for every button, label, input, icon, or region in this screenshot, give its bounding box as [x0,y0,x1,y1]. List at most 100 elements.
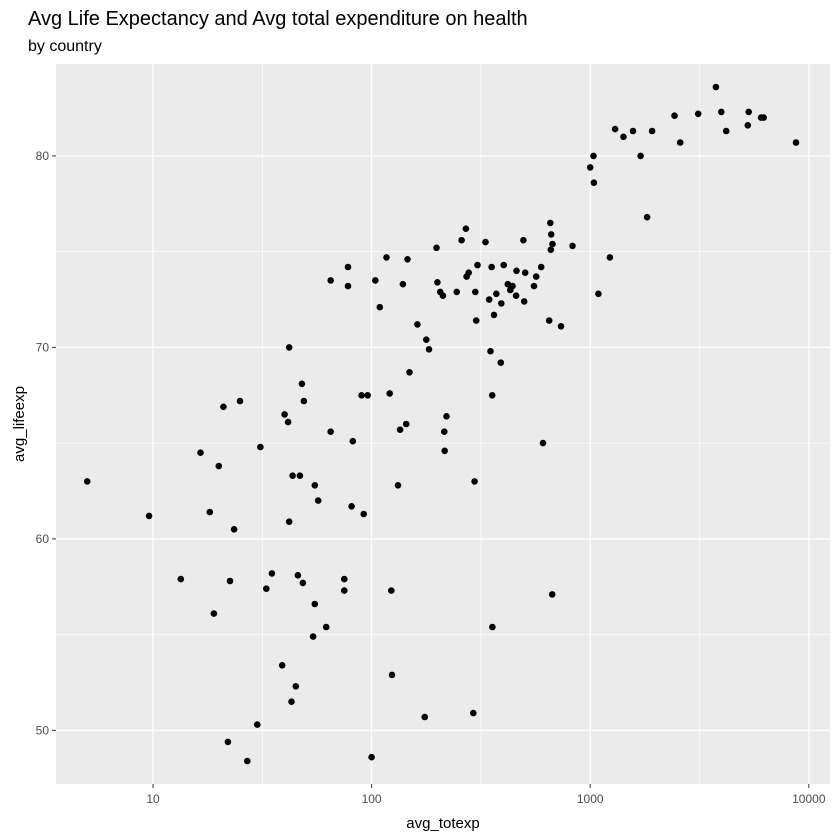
data-point [296,472,304,480]
data-point [488,263,495,271]
grid-lines [56,64,830,784]
data-point [792,139,800,146]
data-point [439,292,447,300]
data-point [488,392,496,399]
y-axis-ticks: 50 60 70 80 [36,149,56,737]
data-point [289,472,296,480]
data-point [299,579,307,587]
plot-panel [56,64,830,784]
data-point [83,478,91,485]
data-point [388,587,395,594]
data-point [327,428,335,436]
data-point [341,587,348,594]
data-point [423,336,430,344]
data-point [470,709,477,717]
data-point [210,610,218,617]
data-point [388,671,396,679]
data-point [512,292,520,300]
chart-title: Avg Life Expectancy and Avg total expend… [28,8,528,30]
data-point [676,139,684,146]
data-point [472,288,479,296]
data-point [421,713,429,721]
data-point [197,449,204,457]
data-point [314,497,322,504]
data-point [474,261,481,269]
data-points [83,83,800,765]
data-point [547,231,555,238]
data-point [226,577,234,585]
data-point [206,508,214,516]
data-point [745,108,752,116]
data-point [309,633,317,640]
data-point [441,428,448,436]
data-point [376,303,384,311]
data-point [606,254,614,261]
data-point [294,572,302,579]
data-point [215,462,223,470]
data-point [386,390,394,397]
data-point [402,420,410,428]
data-point [629,127,637,135]
data-point [360,510,368,518]
chart-subtitle: by country [28,38,102,55]
data-point [263,585,270,592]
data-point [383,254,390,261]
data-point [569,242,576,250]
y-tick-label: 70 [36,340,50,354]
data-point [744,122,752,129]
data-point [268,570,276,577]
data-point [620,133,627,141]
data-point [284,418,292,426]
data-point [643,213,651,221]
data-point [285,518,293,525]
data-point [637,152,644,160]
y-tick-label: 60 [36,532,50,546]
data-point [545,317,553,324]
data-point [281,411,288,418]
data-point [532,273,540,280]
y-tick-label: 80 [36,149,50,163]
data-point [341,575,348,583]
data-point [595,290,602,298]
data-point [292,683,300,690]
y-axis-title: avg_lifeexp [11,386,28,462]
data-point [441,447,449,455]
data-point [648,127,656,135]
data-point [368,753,375,761]
data-point [547,246,555,253]
data-point [364,392,372,399]
data-point [590,152,597,160]
data-point [489,623,496,631]
x-tick-label: 100 [362,792,382,806]
data-point [472,317,480,324]
data-point [230,526,238,533]
data-point [611,125,619,133]
data-point [224,738,232,746]
data-point [539,439,547,447]
data-point [487,347,494,355]
data-point [399,280,407,288]
data-point [493,290,500,298]
data-point [311,482,319,489]
data-point [145,512,153,520]
data-point [425,346,433,353]
data-point [257,443,264,451]
data-point [462,225,470,232]
y-tick-label: 50 [36,723,50,737]
data-point [348,503,355,510]
data-point [557,323,565,330]
data-point [311,600,319,608]
data-point [590,179,598,186]
data-point [278,662,286,669]
data-point [349,437,357,445]
data-point [298,380,306,388]
x-tick-label: 10000 [792,792,826,806]
data-point [521,269,529,277]
x-tick-label: 1000 [577,792,604,806]
x-tick-label: 10 [146,792,160,806]
data-point [244,757,251,765]
x-axis-title: avg_totexp [406,815,479,832]
data-point [327,277,335,284]
data-point [482,238,489,246]
